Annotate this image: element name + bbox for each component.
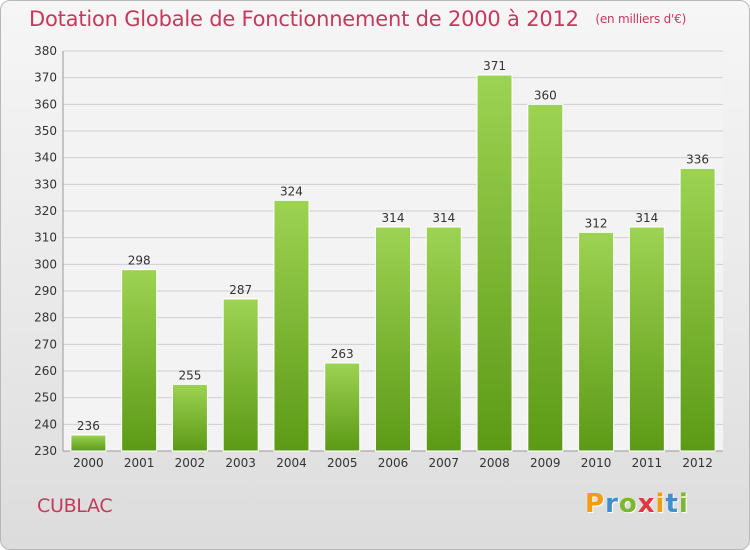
data-label: 336 bbox=[686, 152, 709, 166]
y-tick-label: 230 bbox=[34, 444, 57, 458]
y-tick-label: 300 bbox=[34, 257, 57, 271]
y-tick-label: 240 bbox=[34, 417, 57, 431]
y-tick-label: 270 bbox=[34, 337, 57, 351]
x-tick-label: 2000 bbox=[73, 456, 104, 470]
chart-title: Dotation Globale de Fonctionnement de 20… bbox=[29, 7, 686, 31]
data-label: 287 bbox=[229, 283, 252, 297]
logo-letter: r bbox=[605, 489, 619, 519]
data-label: 314 bbox=[382, 211, 405, 225]
x-tick-label: 2010 bbox=[581, 456, 612, 470]
commune-name: CUBLAC bbox=[37, 495, 113, 517]
x-tick-label: 2009 bbox=[530, 456, 561, 470]
y-tick-label: 360 bbox=[34, 97, 57, 111]
bar bbox=[70, 434, 107, 452]
y-tick-label: 310 bbox=[34, 231, 57, 245]
data-label: 324 bbox=[280, 184, 303, 198]
x-tick-label: 2006 bbox=[378, 456, 409, 470]
y-tick-label: 370 bbox=[34, 71, 57, 85]
bar bbox=[679, 167, 716, 452]
logo-letter: i bbox=[655, 489, 666, 519]
bar bbox=[527, 103, 564, 452]
bar bbox=[324, 362, 361, 452]
x-tick-label: 2012 bbox=[682, 456, 713, 470]
y-tick-label: 290 bbox=[34, 284, 57, 298]
bar bbox=[222, 298, 259, 452]
chart-title-text: Dotation Globale de Fonctionnement de 20… bbox=[29, 7, 579, 31]
bar bbox=[171, 383, 208, 452]
data-label: 314 bbox=[635, 211, 658, 225]
x-tick-label: 2007 bbox=[428, 456, 459, 470]
x-tick-label: 2001 bbox=[124, 456, 155, 470]
x-tick-label: 2003 bbox=[225, 456, 256, 470]
data-label: 236 bbox=[77, 419, 100, 433]
logo-letter: x bbox=[637, 489, 656, 519]
y-tick-label: 380 bbox=[34, 44, 57, 58]
bar bbox=[425, 226, 462, 452]
data-label: 371 bbox=[483, 59, 506, 73]
x-tick-label: 2008 bbox=[479, 456, 510, 470]
data-label: 255 bbox=[178, 368, 201, 382]
bar bbox=[375, 226, 411, 452]
y-tick-label: 340 bbox=[34, 151, 57, 165]
logo-letter: i bbox=[678, 489, 689, 519]
bar bbox=[628, 226, 665, 452]
bar bbox=[578, 231, 615, 452]
logo-letter: P bbox=[585, 489, 606, 519]
y-tick-label: 350 bbox=[34, 124, 57, 138]
data-label: 314 bbox=[432, 211, 455, 225]
x-tick-label: 2004 bbox=[276, 456, 307, 470]
y-tick-label: 280 bbox=[34, 311, 57, 325]
y-tick-label: 250 bbox=[34, 391, 57, 405]
data-label: 312 bbox=[585, 216, 608, 230]
bar bbox=[121, 269, 158, 452]
data-label: 360 bbox=[534, 88, 557, 102]
data-label: 298 bbox=[128, 254, 151, 268]
logo-letter: o bbox=[618, 489, 638, 519]
proxiti-logo: Proxiti bbox=[585, 489, 689, 519]
y-tick-label: 330 bbox=[34, 177, 57, 191]
x-tick-label: 2005 bbox=[327, 456, 358, 470]
y-tick-label: 320 bbox=[34, 204, 57, 218]
bar bbox=[476, 74, 513, 452]
data-label: 263 bbox=[331, 347, 354, 361]
x-tick-label: 2011 bbox=[632, 456, 663, 470]
chart-unit: (en milliers d'€) bbox=[595, 12, 687, 26]
logo-letter: t bbox=[665, 489, 679, 519]
bar bbox=[273, 199, 310, 452]
y-tick-label: 260 bbox=[34, 364, 57, 378]
x-tick-label: 2002 bbox=[175, 456, 206, 470]
